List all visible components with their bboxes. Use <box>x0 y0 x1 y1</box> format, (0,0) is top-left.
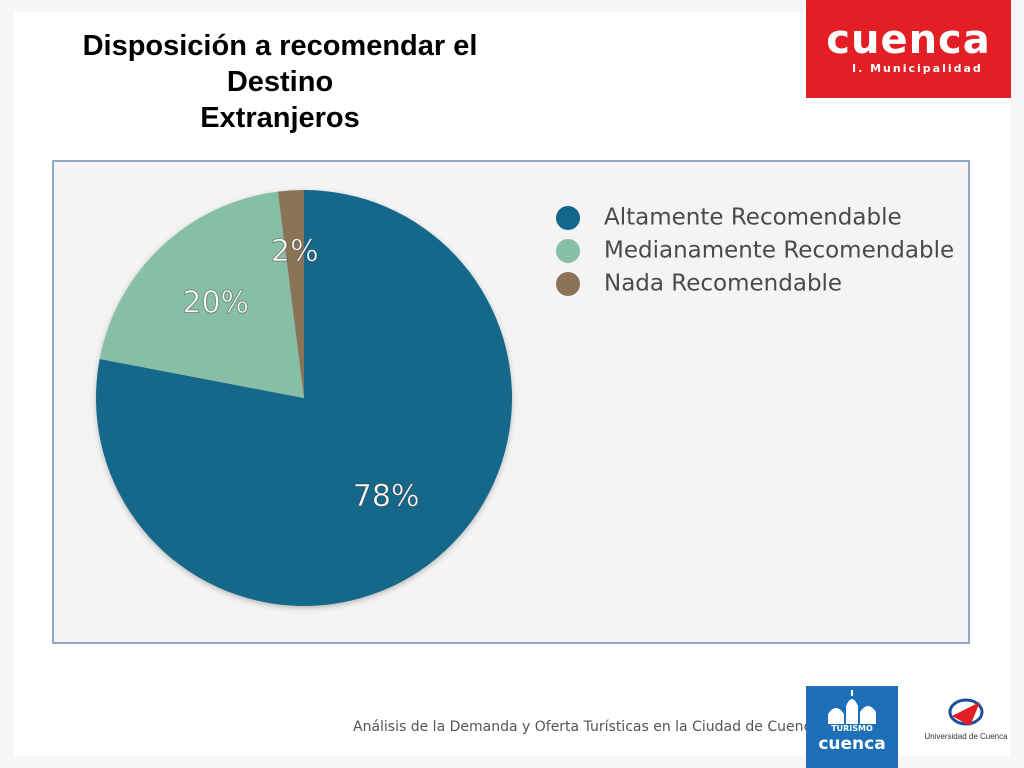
cuenca-logo-word: cuenca <box>826 17 991 63</box>
universidad-logo: Universidad de Cuenca <box>918 694 1014 754</box>
slide-title: Disposición a recomendar el Destino Extr… <box>40 28 520 136</box>
cuenca-logo-subtitle: I. Municipalidad <box>852 62 983 75</box>
title-line-3: Extranjeros <box>200 102 360 134</box>
legend-swatch-2 <box>556 239 580 263</box>
pie-slice-2 <box>99 191 304 398</box>
legend-item-3: Nada Recomendable <box>556 271 842 297</box>
pie-chart: 78% 20% 2% Altamente Recomendable Medianame… <box>95 190 954 606</box>
pie-label-1: 78% <box>353 479 420 514</box>
legend-item-2: Medianamente Recomendable <box>556 238 954 264</box>
legend-swatch-1 <box>556 206 580 230</box>
legend-label-2: Medianamente Recomendable <box>604 238 954 264</box>
chart-frame: 78% 20% 2% Altamente Recomendable Medianame… <box>52 160 970 644</box>
legend-item-1: Altamente Recomendable <box>556 205 902 231</box>
universidad-emblem-icon <box>948 698 984 726</box>
footer-text: Análisis de la Demanda y Oferta Turístic… <box>353 719 820 735</box>
pie-label-2: 20% <box>182 285 249 320</box>
legend-label-3: Nada Recomendable <box>604 271 842 297</box>
turismo-cuenca-logo: TURISMO cuenca <box>806 686 898 768</box>
universidad-name: Universidad de Cuenca <box>924 732 1008 741</box>
pie-label-3: 2% <box>271 234 319 269</box>
legend-swatch-3 <box>556 272 580 296</box>
pie-slice-3 <box>277 190 304 398</box>
legend-label-1: Altamente Recomendable <box>604 205 902 231</box>
church-icon <box>828 690 876 724</box>
title-line-1: Disposición a recomendar el <box>82 30 478 62</box>
pie-slice-1 <box>95 190 512 606</box>
turismo-cuenca-word: cuenca <box>818 734 886 754</box>
title-line-2: Destino <box>226 66 334 98</box>
turismo-label: TURISMO <box>831 724 873 733</box>
cuenca-logo: cuenca I. Municipalidad <box>806 0 1011 98</box>
